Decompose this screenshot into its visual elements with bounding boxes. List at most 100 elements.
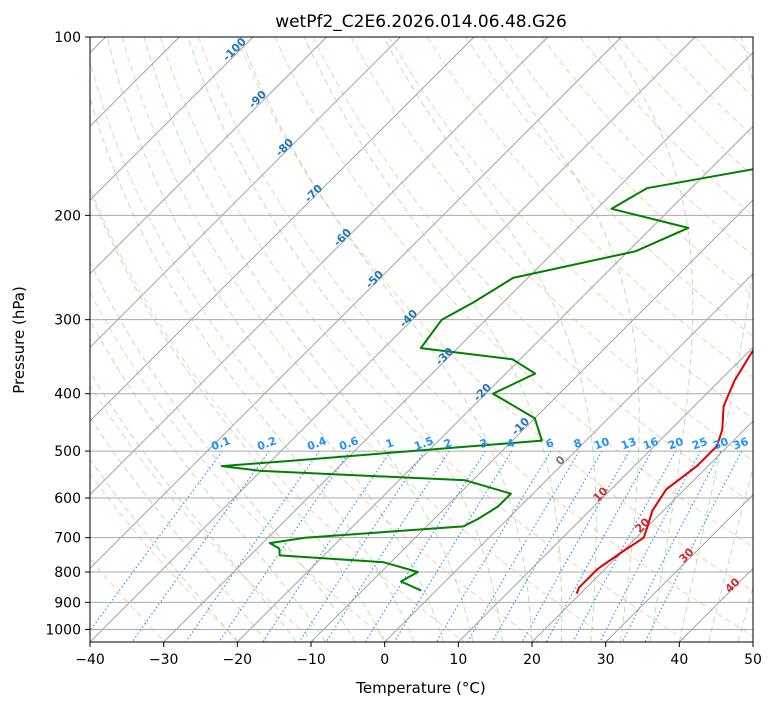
moist-adiabat [187,37,503,642]
isotherm-line [384,273,753,642]
dry-adiabat [388,37,753,420]
y-tick-label: 200 [54,208,81,224]
y-tick-label: 500 [54,444,81,460]
mixing-ratio-label: 20 [666,435,685,453]
dry-adiabat [426,37,753,378]
mixing-ratio-line [90,450,223,632]
mixing-ratio-label: 0.4 [305,434,328,453]
temperature-line [575,349,753,594]
mixing-ratio-label: 36 [731,435,750,453]
profile-series [220,168,753,594]
mixing-ratio-label: 0.6 [337,434,360,453]
moist-adiabats [90,37,753,642]
mixing-ratio-label: 3 [478,436,490,451]
isotherm-line [90,37,696,642]
mixing-ratio-line [572,450,677,642]
mixing-ratio-label: 1 [384,436,396,451]
y-tick-label: 300 [54,313,81,329]
dry-adiabat [121,37,614,642]
dewpoint-line [220,168,753,592]
plot-area: -100-90-80-70-60-50-40-30-20-10010203040… [90,37,753,642]
x-tick-label: 50 [744,652,762,668]
moist-adiabat [303,37,563,642]
dry-adiabat [159,37,689,642]
mixing-ratio-line [298,450,425,642]
mixing-ratio-label: 30 [711,435,730,453]
mixing-ratio-label: 8 [572,436,584,451]
mixing-ratio-label: 1.5 [412,434,435,453]
x-tick-label: −40 [75,652,105,668]
y-tick-label: 900 [54,595,81,611]
isotherm-line [531,420,753,642]
mixing-ratio-line [599,450,701,642]
y-axis-label: Pressure (hPa) [10,286,28,394]
y-tick-label: 800 [54,565,81,581]
isotherm-line [310,199,753,642]
mixing-ratio-label: 16 [641,435,660,453]
moist-adiabat [737,585,753,642]
dry-adiabat [90,557,166,642]
chart-title: wetPf2_C2E6.2026.014.06.48.G26 [275,12,567,32]
mixing-ratio-line [491,450,603,642]
isotherm-line [90,37,548,496]
x-axis-label: Temperature (°C) [355,679,485,697]
y-tick-label: 700 [54,531,81,547]
dry-adiabat [90,186,465,642]
moist-adiabat [383,37,597,642]
mixing-ratio-label: 6 [544,436,556,451]
dry-adiabat [90,59,540,642]
moist-adiabat [106,37,445,642]
isotherms [90,37,753,642]
mixing-ratio-line [521,450,630,642]
x-tick-label: 10 [449,652,467,668]
y-tick-label: 100 [54,30,81,46]
moist-adiabat [90,416,268,642]
isotherm-line [90,37,475,422]
isotherm-line [237,125,753,642]
mixing-ratio-lines [90,450,743,642]
mixing-ratio-label: 0.2 [255,434,278,453]
x-tick-label: −30 [149,652,179,668]
moist-adiabat [482,37,640,642]
dry-adiabat [274,37,753,548]
moist-adiabat [90,189,386,642]
moist-adiabat [90,319,327,642]
mixing-ratio-label: 13 [619,435,638,452]
mixing-ratio-line [185,450,320,642]
y-tick-label: 600 [54,491,81,507]
isotherm-line [90,37,401,348]
isotherm-line [90,37,622,569]
x-tick-label: 0 [380,652,389,668]
x-tick-label: 20 [523,652,541,668]
isotherm-line [605,494,753,642]
y-axis: 100 200 300 400 500 600 700 800 900 1000 [45,30,90,638]
x-tick-label: −10 [296,652,326,668]
moist-adiabat [607,37,694,642]
dry-adiabat [90,384,316,642]
mixing-ratio-line [218,450,351,642]
x-tick-label: −20 [223,652,253,668]
mixing-ratio-label: 2 [442,436,454,451]
y-tick-label: 1000 [45,622,81,638]
mixing-ratio-label: 4 [505,436,517,451]
mixing-ratio-label: 25 [690,435,709,452]
isotherm-line [458,346,753,642]
moist-adiabat [708,466,753,642]
x-tick-label: 40 [670,652,688,668]
x-axis: −40 −30 −20 −10 0 10 20 30 40 50 [75,642,762,668]
moist-adiabat [90,370,297,642]
moist-adiabat [90,260,356,642]
moist-adiabat [90,458,238,642]
mixing-ratio-line [262,450,392,642]
mixing-ratio-line [545,450,653,642]
isotherm-line [90,37,327,275]
isotherm-line [90,37,254,201]
y-tick-label: 400 [54,387,81,403]
x-tick-label: 30 [597,652,615,668]
mixing-ratio-label: 0.1 [209,434,232,453]
mixing-ratio-label: 10 [592,435,611,453]
moist-adiabat [143,37,474,642]
mixing-ratio-line [621,450,722,642]
